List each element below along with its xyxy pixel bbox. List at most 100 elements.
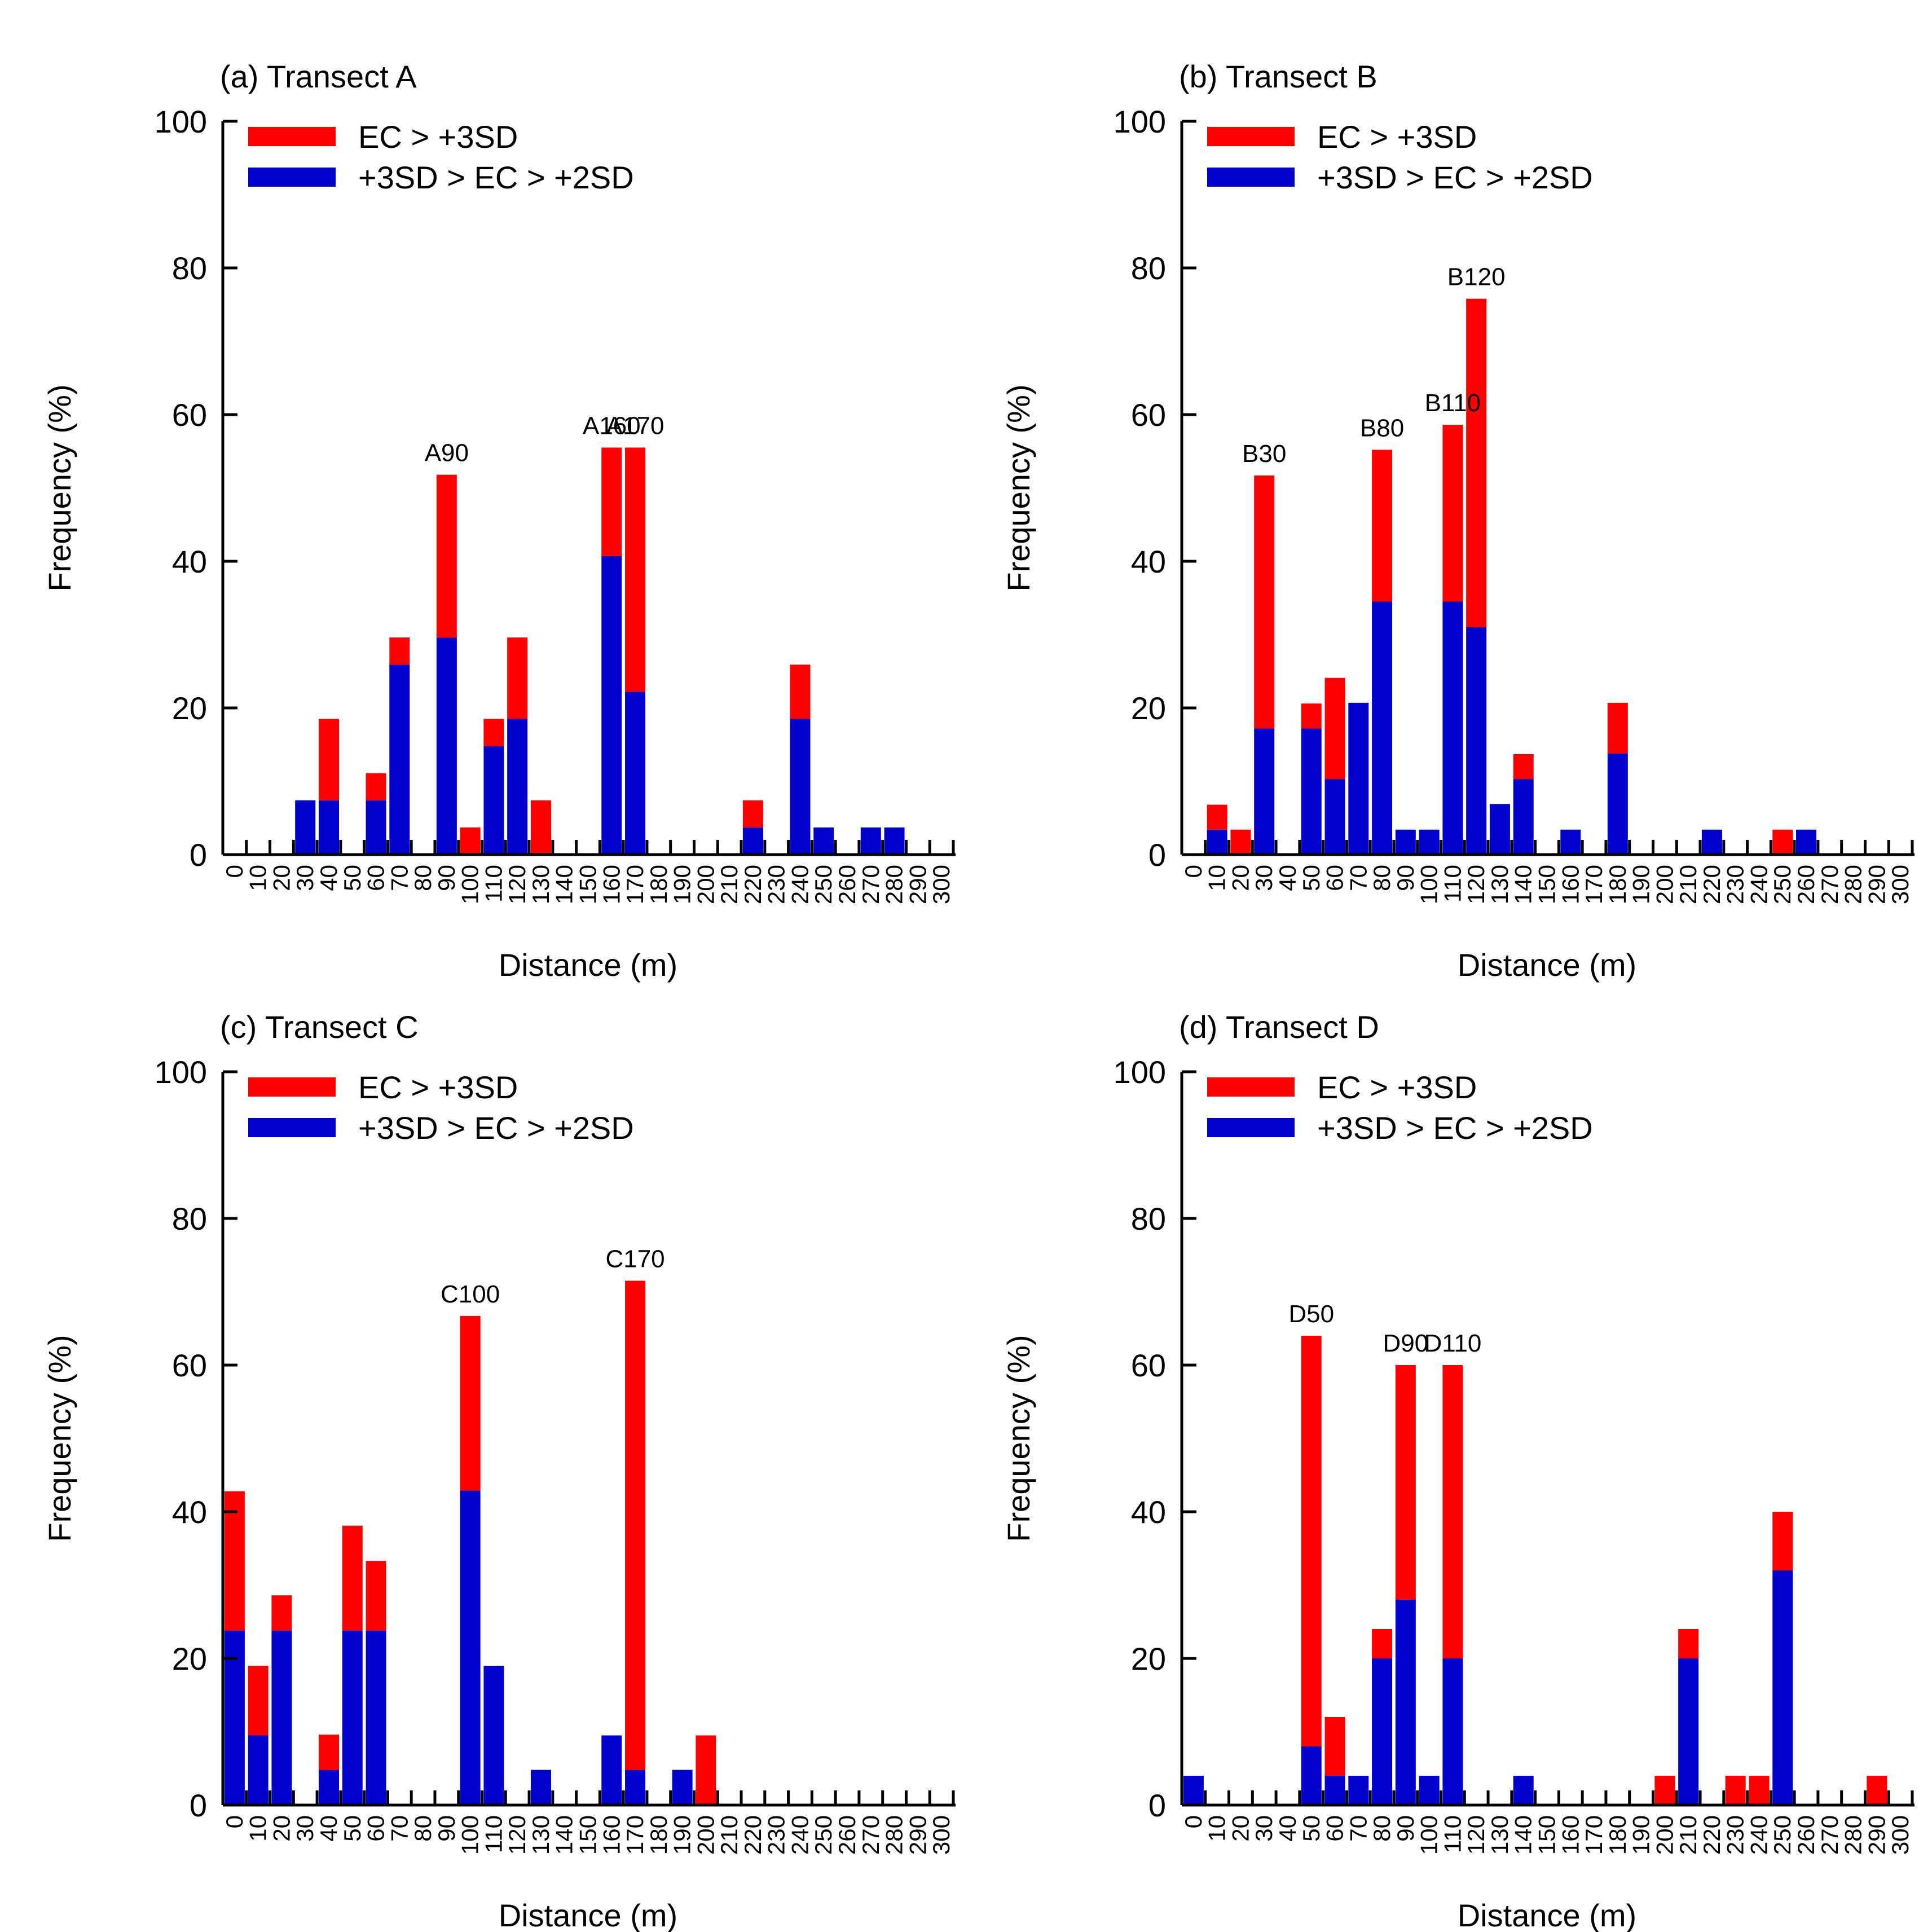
bar-red-30 (1254, 475, 1275, 729)
y-tick-label-100: 100 (1114, 104, 1166, 139)
annotation-C170: C170 (605, 1246, 664, 1273)
y-tick-label-40: 40 (172, 544, 207, 579)
bar-blue-80 (1372, 1658, 1393, 1805)
x-tick-label-280: 280 (1840, 865, 1867, 904)
bar-blue-70 (389, 664, 410, 855)
x-tick-label-160: 160 (598, 865, 624, 904)
legend-swatch-blue (1207, 168, 1295, 187)
x-tick-label-90: 90 (433, 1815, 460, 1842)
x-tick-label-270: 270 (1816, 865, 1843, 904)
bar-blue-110 (483, 746, 504, 855)
y-tick-label-60: 60 (172, 1348, 207, 1383)
x-tick-label-30: 30 (1251, 865, 1277, 891)
x-tick-label-100: 100 (457, 1815, 483, 1855)
bar-blue-140 (1513, 779, 1534, 855)
x-tick-label-230: 230 (1722, 865, 1749, 904)
bar-blue-0 (1183, 1776, 1204, 1805)
bar-red-20 (1230, 829, 1251, 855)
x-tick-label-180: 180 (645, 1815, 672, 1855)
x-tick-label-80: 80 (1368, 1815, 1395, 1842)
legend-swatch-red (248, 1077, 336, 1097)
x-tick-label-260: 260 (1793, 865, 1819, 904)
x-tick-label-220: 220 (740, 865, 766, 904)
bar-blue-160 (1560, 829, 1581, 855)
bar-red-220 (742, 800, 763, 828)
x-tick-label-30: 30 (292, 1815, 318, 1842)
x-tick-label-20: 20 (268, 865, 294, 891)
bar-blue-110 (1442, 601, 1463, 855)
x-tick-label-130: 130 (527, 1815, 554, 1855)
annotation-B30: B30 (1242, 440, 1286, 468)
annotation-B120: B120 (1447, 263, 1506, 291)
bar-blue-80 (1372, 601, 1393, 855)
y-axis-label: Frequency (%) (1001, 384, 1036, 591)
y-tick-label-40: 40 (172, 1494, 207, 1530)
annotation-B110: B110 (1425, 389, 1481, 417)
x-tick-label-210: 210 (1675, 1815, 1701, 1855)
x-tick-label-10: 10 (1204, 1815, 1230, 1842)
x-tick-label-130: 130 (1486, 865, 1513, 904)
legend-label-blue: +3SD > EC > +2SD (1317, 1110, 1593, 1146)
y-tick-label-80: 80 (172, 1201, 207, 1236)
y-tick-label-0: 0 (190, 1788, 207, 1823)
bar-blue-70 (1348, 702, 1369, 855)
x-tick-label-290: 290 (1863, 1815, 1890, 1855)
x-tick-label-20: 20 (268, 1815, 294, 1842)
bar-blue-250 (1772, 1570, 1793, 1805)
x-tick-label-70: 70 (386, 865, 412, 891)
annotation-D110: D110 (1424, 1330, 1481, 1357)
x-tick-label-70: 70 (386, 1815, 412, 1842)
x-tick-label-40: 40 (1274, 1815, 1301, 1842)
x-tick-label-120: 120 (504, 865, 530, 904)
y-axis-label: Frequency (%) (42, 384, 77, 591)
x-tick-label-140: 140 (551, 1815, 578, 1855)
bar-blue-120 (1466, 627, 1487, 855)
x-tick-label-190: 190 (669, 1815, 696, 1855)
y-tick-label-100: 100 (1114, 1054, 1166, 1090)
x-tick-label-220: 220 (1698, 1815, 1725, 1855)
bar-red-230 (1725, 1776, 1746, 1805)
x-tick-label-120: 120 (504, 1815, 530, 1855)
x-tick-label-0: 0 (1180, 865, 1207, 878)
x-tick-label-290: 290 (904, 1815, 931, 1855)
bar-red-100 (460, 1315, 481, 1491)
legend-swatch-red (1207, 127, 1295, 146)
bar-blue-260 (1796, 829, 1817, 855)
x-tick-label-100: 100 (1416, 865, 1442, 904)
x-tick-label-250: 250 (1769, 865, 1795, 904)
x-tick-label-110: 110 (1439, 1815, 1465, 1853)
x-tick-label-250: 250 (810, 1815, 837, 1855)
x-tick-label-80: 80 (1368, 865, 1395, 891)
bar-red-40 (318, 719, 339, 800)
bar-red-50 (342, 1525, 363, 1631)
x-tick-label-50: 50 (1298, 1815, 1324, 1842)
x-tick-label-150: 150 (1534, 1815, 1560, 1855)
chart-panel-1: (a) Transect A02040608010001020304050607… (42, 59, 956, 983)
bar-red-200 (696, 1735, 716, 1805)
y-tick-label-40: 40 (1131, 1494, 1166, 1530)
bar-red-80 (1372, 450, 1393, 602)
bar-red-170 (625, 1280, 646, 1770)
bar-red-90 (1395, 1365, 1416, 1600)
x-tick-label-60: 60 (363, 865, 389, 891)
x-tick-label-0: 0 (221, 865, 248, 878)
y-axis-label: Frequency (%) (42, 1335, 77, 1542)
x-tick-label-300: 300 (928, 865, 954, 904)
x-tick-label-80: 80 (410, 1815, 436, 1842)
x-tick-label-90: 90 (1392, 865, 1419, 891)
bar-blue-30 (1254, 728, 1275, 855)
x-tick-label-130: 130 (527, 865, 554, 904)
x-tick-label-110: 110 (480, 865, 507, 903)
legend-label-blue: +3SD > EC > +2SD (358, 1110, 634, 1146)
x-tick-label-200: 200 (1651, 865, 1678, 904)
x-tick-label-270: 270 (857, 1815, 884, 1855)
x-tick-label-60: 60 (363, 1815, 389, 1842)
x-tick-label-200: 200 (692, 865, 719, 904)
x-tick-label-140: 140 (1510, 865, 1537, 904)
bar-blue-40 (318, 1770, 339, 1805)
bar-blue-60 (1324, 779, 1345, 855)
bar-red-110 (1442, 1365, 1463, 1658)
legend-label-blue: +3SD > EC > +2SD (1317, 160, 1593, 195)
y-tick-label-60: 60 (1131, 397, 1166, 433)
x-tick-label-230: 230 (1722, 1815, 1749, 1855)
